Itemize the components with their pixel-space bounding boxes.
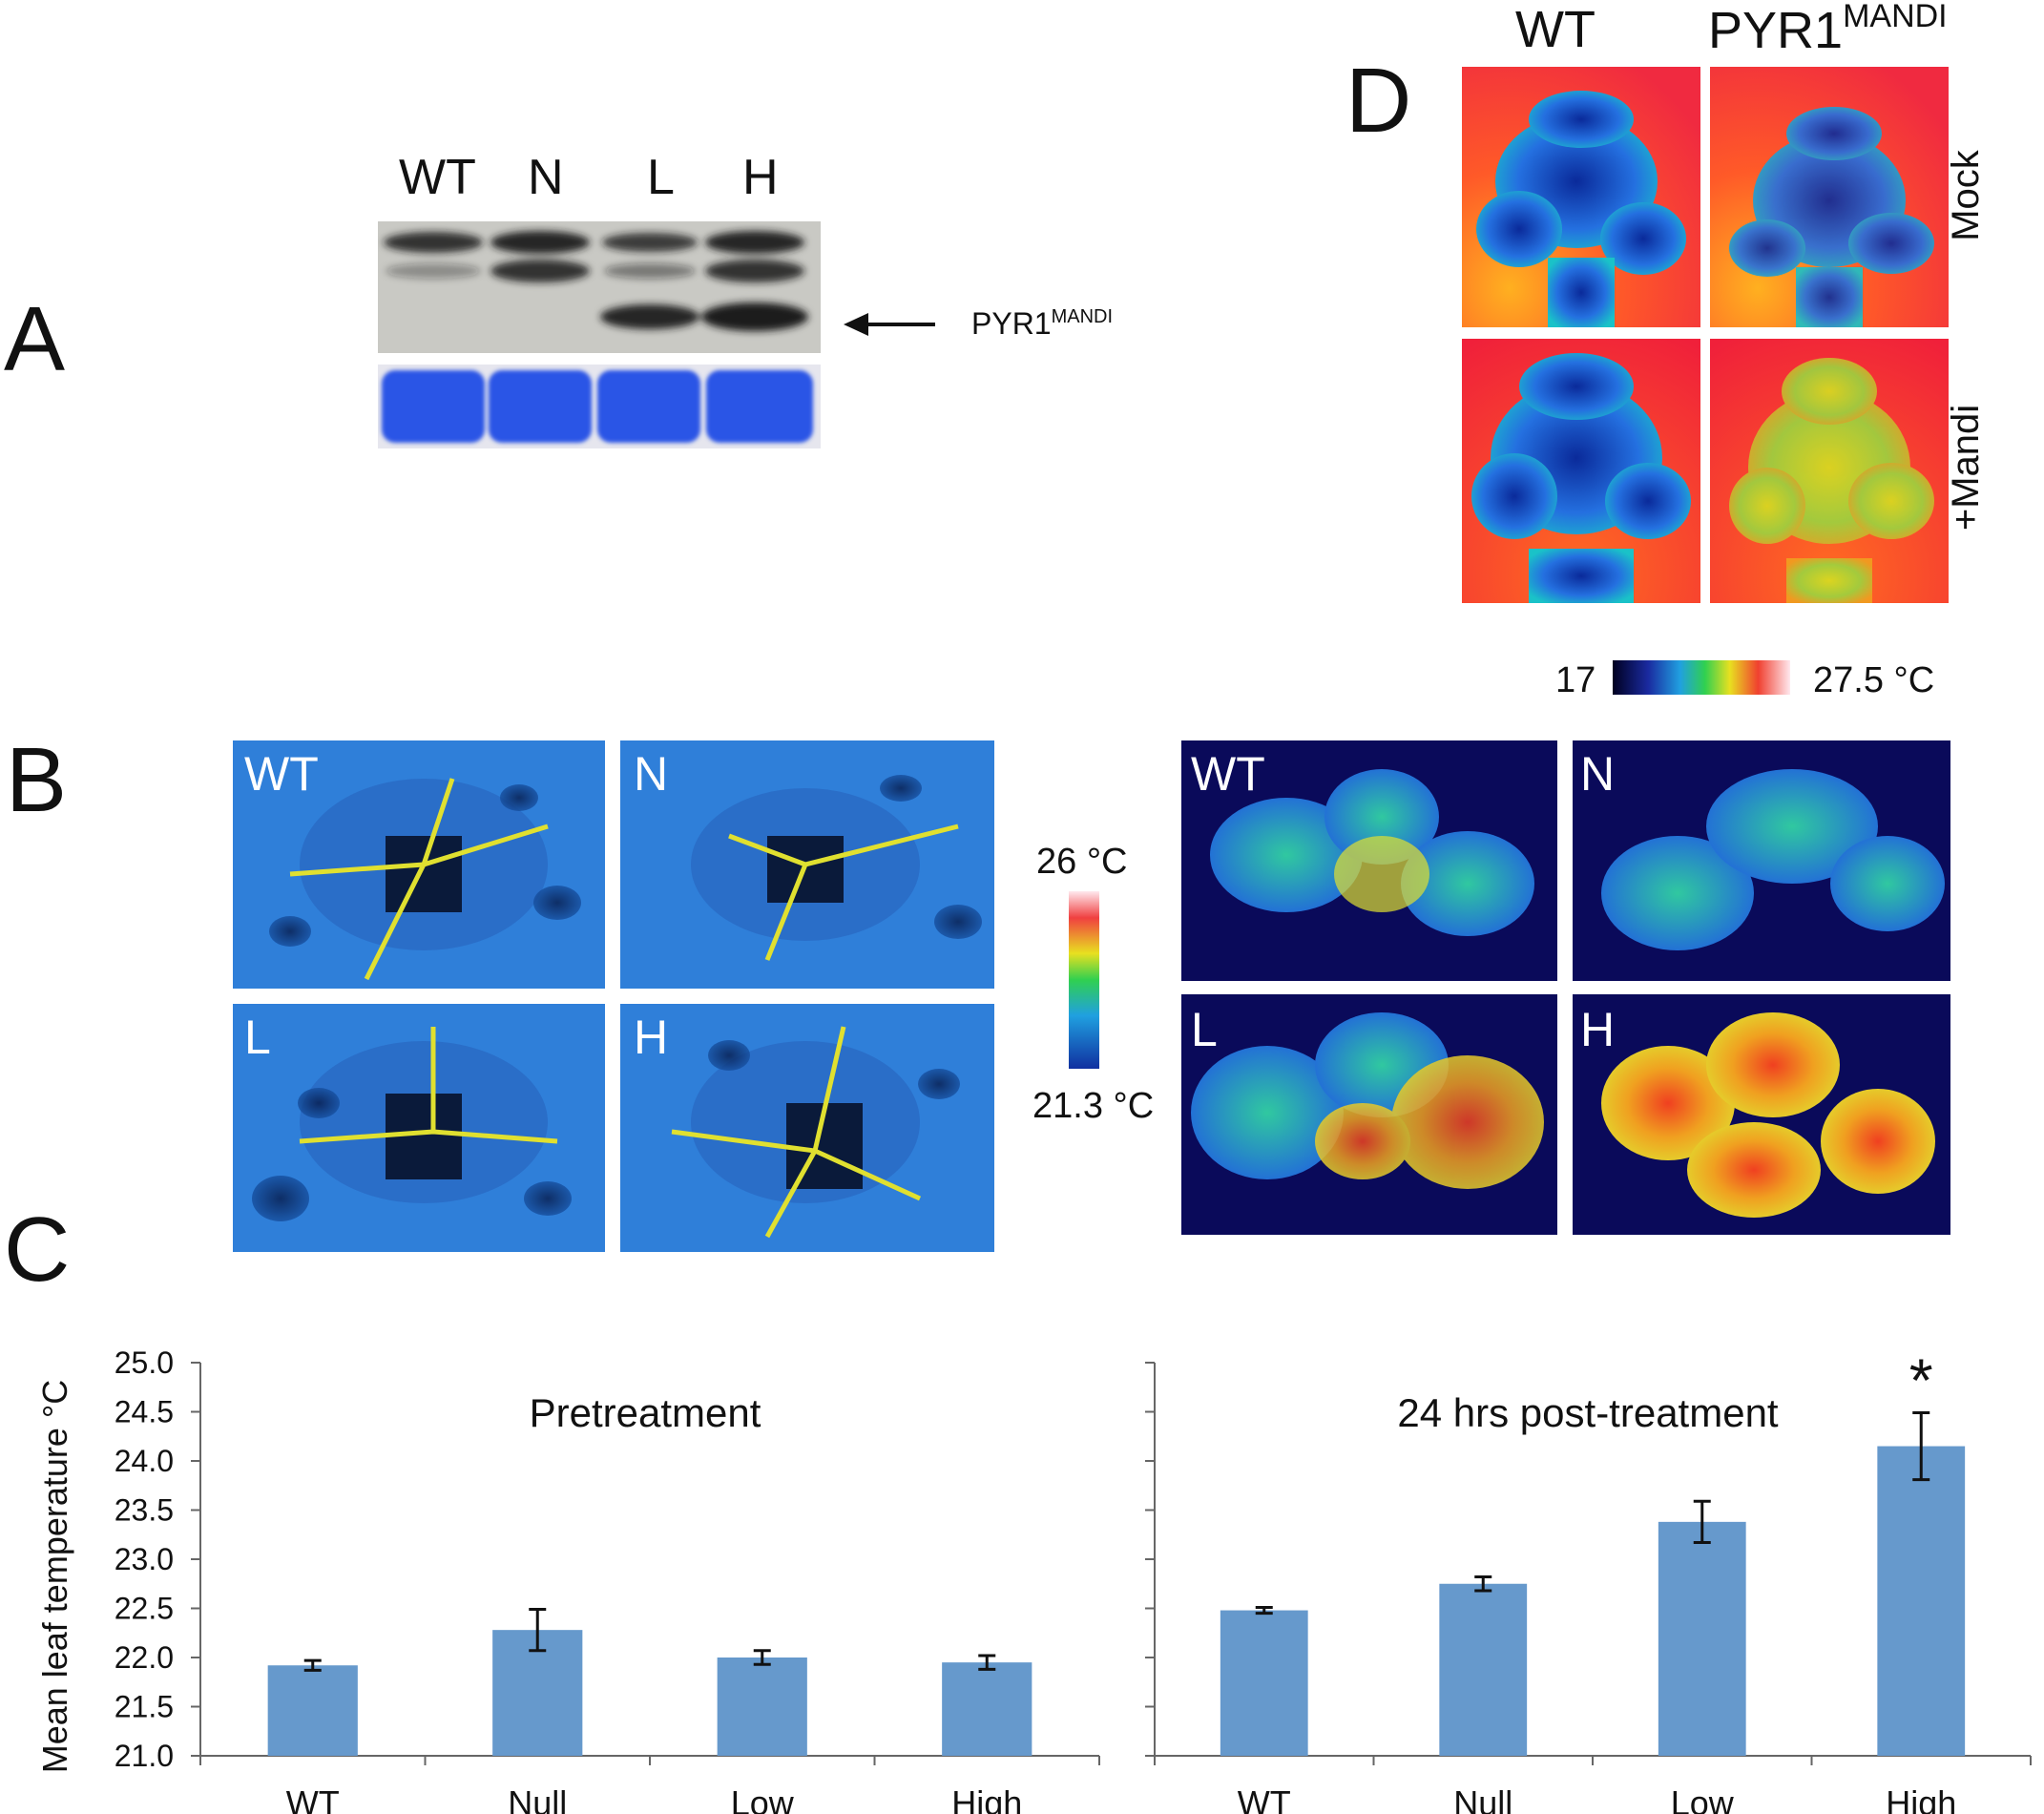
post-category-label-null: Null: [1453, 1783, 1512, 1814]
arrow-pointer: [844, 313, 935, 336]
blot-band-top-wt: [384, 232, 483, 253]
panel-c-bar-charts: Mean leaf temperature °C 21.0 21.5 22.0 22.…: [35, 1345, 2032, 1814]
thermal-b-right-wt: [1181, 740, 1557, 981]
chart-post-treatment: WT Null Low High 24 hrs post-treatment *: [1145, 1346, 2032, 1814]
y-tick-label: 22.5: [115, 1592, 174, 1626]
thermal-b-n: [620, 740, 994, 989]
y-tick-label: 25.0: [115, 1345, 174, 1380]
post-chart-title: 24 hrs post-treatment: [1397, 1390, 1779, 1435]
post-errorbar-low: [1693, 1499, 1711, 1544]
thermal-b-right-h: [1573, 994, 1950, 1235]
col-label-pyr1: PYR1MANDI: [1708, 0, 1948, 59]
pre-category-label-high: High: [951, 1783, 1022, 1814]
post-category-label-wt: WT: [1238, 1783, 1291, 1814]
post-bar-wt: [1220, 1610, 1308, 1756]
y-axis-label: Mean leaf temperature °C: [35, 1380, 74, 1774]
post-errorbar-wt: [1255, 1605, 1273, 1616]
post-errorbar-high: [1912, 1411, 1930, 1482]
b-left-label-l: L: [244, 1011, 271, 1064]
panel-d-thermal-grid: [1462, 67, 1949, 603]
scale-b-max: 26 °C: [1036, 842, 1128, 882]
thermal-wt-mock: [1462, 67, 1700, 327]
pre-bar-wt: [267, 1665, 358, 1756]
post-errorbar-null: [1474, 1575, 1492, 1593]
loading-control-l: [597, 370, 700, 443]
y-tick-label: 23.0: [115, 1542, 174, 1576]
chart-pretreatment: 21.0 21.5 22.0 22.5 23.0 23.5 24.0 24.5 25.0 WT Nu…: [115, 1345, 1100, 1814]
blot-band-top-h: [705, 231, 804, 254]
post-category-label-high: High: [1886, 1783, 1956, 1814]
pre-category-label-null: Null: [508, 1783, 567, 1814]
panel-b-left-grid: [233, 740, 994, 1252]
y-tick-label: 22.0: [115, 1640, 174, 1675]
scale-d-bar: [1613, 660, 1790, 695]
loading-control-wt: [382, 370, 485, 443]
b-left-label-wt: WT: [244, 747, 319, 801]
loading-control-h: [706, 370, 813, 443]
loading-control-n: [489, 370, 592, 443]
blot-band-mid-wt: [386, 263, 481, 279]
lane-label-wt: WT: [399, 150, 476, 205]
blot-band-pyr1-h: [701, 302, 808, 331]
panel-label-d: D: [1345, 50, 1412, 152]
pre-chart-title: Pretreatment: [530, 1390, 761, 1435]
y-tick-label: 23.5: [115, 1493, 174, 1528]
significance-asterisk: *: [1909, 1346, 1933, 1415]
thermal-pyr1-mandi: [1710, 339, 1949, 603]
pre-errorbar-wt: [303, 1658, 322, 1672]
blot-band-mid-h: [705, 260, 804, 282]
pre-bar-low: [717, 1658, 807, 1756]
b-left-label-n: N: [634, 747, 669, 801]
b-right-label-l: L: [1191, 1003, 1218, 1056]
pre-bar-high: [942, 1662, 1032, 1756]
thermal-b-h: [620, 1004, 994, 1252]
post-category-label-low: Low: [1671, 1783, 1735, 1814]
post-bar-low: [1658, 1521, 1746, 1756]
blot-band-mid-n: [490, 260, 590, 282]
y-tick-label: 21.5: [115, 1690, 174, 1724]
row-label-mandi: +Mandi: [1945, 404, 1987, 532]
blot-band-mid-l: [604, 263, 696, 279]
western-blot: [378, 221, 821, 448]
post-bar-null: [1439, 1583, 1528, 1756]
b-right-label-wt: WT: [1191, 747, 1265, 801]
post-bar-high: [1877, 1446, 1966, 1756]
thermal-b-right-n: [1573, 740, 1950, 981]
pre-errorbar-high: [978, 1654, 996, 1671]
thermal-b-l: [233, 1004, 605, 1252]
pre-errorbar-null: [529, 1608, 547, 1653]
y-tick-label: 24.0: [115, 1444, 174, 1478]
b-right-label-h: H: [1580, 1003, 1616, 1056]
panel-label-a: A: [4, 288, 66, 390]
scale-d-max: 27.5 °C: [1813, 660, 1935, 700]
thermal-pyr1-mock: [1710, 67, 1949, 327]
row-label-mock: Mock: [1945, 150, 1987, 241]
thermal-wt-mandi: [1462, 339, 1700, 603]
pyr1-mandi-label: PYR1MANDI: [971, 306, 1114, 341]
panel-b-right-grid: [1181, 740, 1950, 1235]
y-tick-label: 24.5: [115, 1395, 174, 1429]
panel-label-b: B: [6, 729, 68, 831]
lane-label-n: N: [528, 150, 564, 205]
thermal-b-right-l: [1181, 994, 1557, 1235]
y-tick-label: 21.0: [115, 1739, 174, 1773]
scale-b-min: 21.3 °C: [1032, 1086, 1155, 1126]
pre-category-label-low: Low: [731, 1783, 795, 1814]
panel-label-c: C: [4, 1199, 71, 1301]
pre-errorbar-low: [753, 1649, 771, 1666]
lane-label-l: L: [647, 150, 675, 205]
col-label-wt: WT: [1515, 1, 1596, 58]
b-right-label-n: N: [1580, 747, 1616, 801]
pre-category-label-wt: WT: [286, 1783, 340, 1814]
lane-label-h: H: [742, 150, 779, 205]
blot-band-pyr1-l: [600, 304, 699, 329]
scale-b-bar: [1069, 891, 1099, 1069]
b-left-label-h: H: [634, 1011, 669, 1064]
scale-d-min: 17: [1555, 660, 1596, 700]
thermal-b-wt: [233, 740, 605, 989]
blot-band-top-n: [490, 231, 590, 254]
blot-band-top-l: [602, 233, 698, 252]
